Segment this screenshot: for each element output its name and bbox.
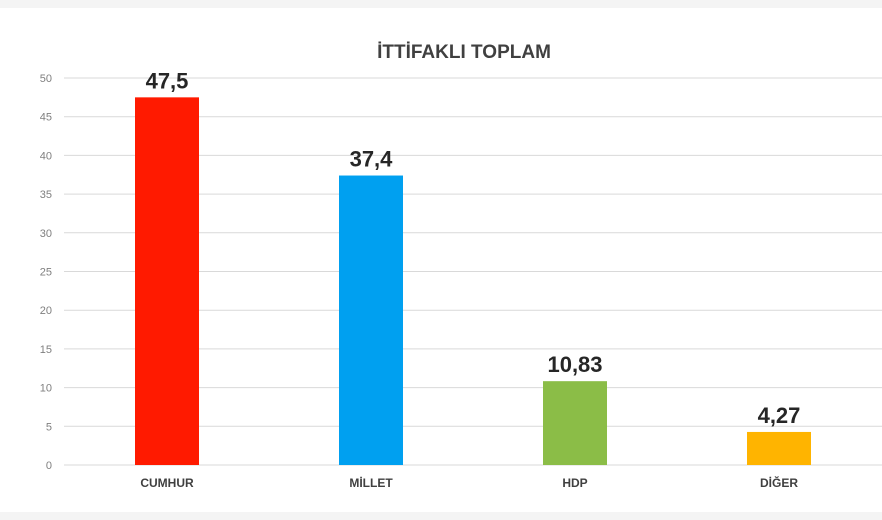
bar: [543, 381, 607, 465]
x-tick-label: HDP: [562, 476, 587, 490]
x-tick-label: MİLLET: [349, 475, 393, 490]
data-label: 47,5: [146, 68, 189, 93]
y-tick-label: 20: [40, 305, 52, 317]
bar: [339, 175, 403, 466]
x-tick-label: CUMHUR: [140, 476, 194, 490]
y-tick-label: 35: [40, 189, 52, 201]
y-tick-label: 30: [40, 228, 52, 240]
y-tick-label: 5: [46, 421, 52, 433]
y-tick-label: 40: [40, 150, 52, 162]
y-tick-label: 0: [46, 460, 52, 472]
data-label: 37,4: [350, 147, 394, 172]
x-axis-ticks: CUMHUR MİLLET HDP DİĞER: [140, 475, 798, 490]
chart-frame: İTTİFAKLI TOPLAM 0 5 10 15 20 25 30 35 40 45 50 47…: [0, 8, 882, 512]
x-tick-label: DİĞER: [760, 475, 798, 490]
y-tick-label: 45: [40, 112, 52, 124]
y-tick-label: 50: [40, 73, 52, 85]
bar: [747, 431, 811, 465]
gridlines: [64, 77, 882, 466]
bars: [135, 97, 811, 466]
y-tick-label: 15: [40, 344, 52, 356]
data-label: 4,27: [758, 403, 801, 428]
chart-title: İTTİFAKLI TOPLAM: [377, 42, 551, 63]
bar-chart: İTTİFAKLI TOPLAM 0 5 10 15 20 25 30 35 40 45 50 47…: [40, 42, 882, 490]
y-axis-ticks: 0 5 10 15 20 25 30 35 40 45 50: [40, 73, 52, 472]
y-tick-label: 10: [40, 383, 52, 395]
y-tick-label: 25: [40, 267, 52, 279]
data-labels: 47,5 37,4 10,83 4,27: [146, 68, 801, 428]
bar: [135, 97, 199, 465]
data-label: 10,83: [547, 352, 602, 377]
